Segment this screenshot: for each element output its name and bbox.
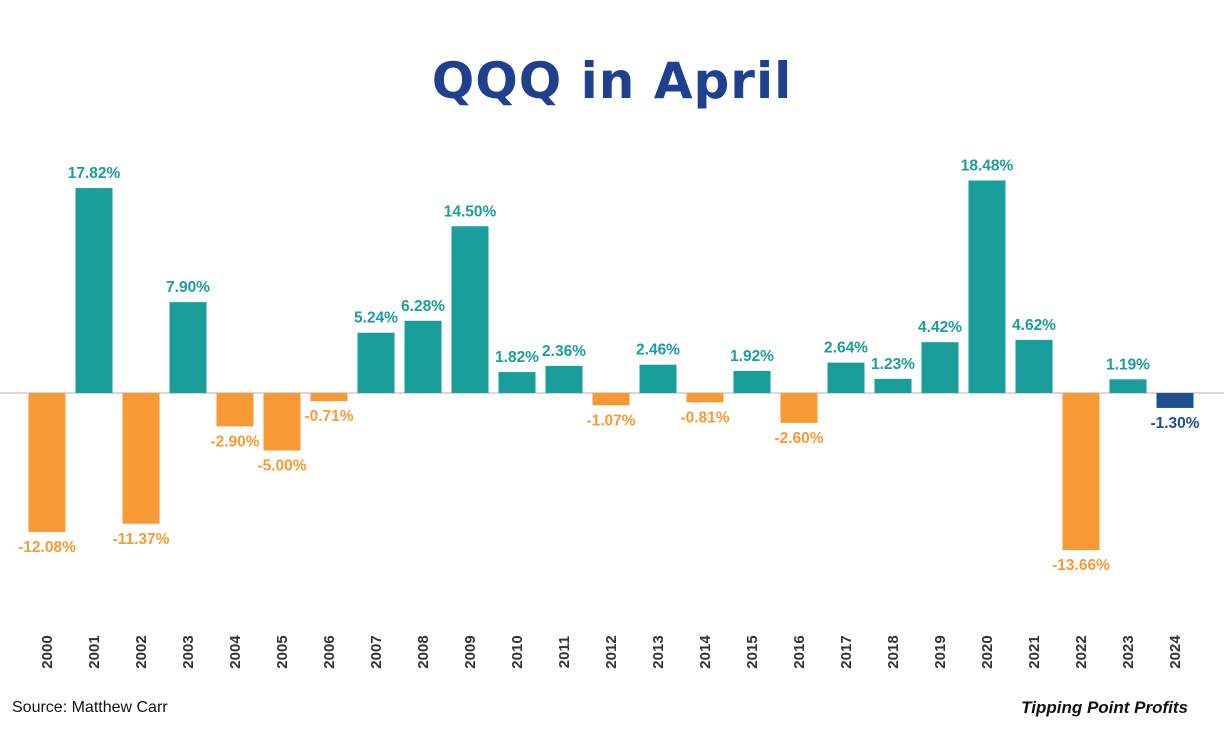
value-label-2019: 4.42% — [918, 319, 962, 336]
year-label-2004: 2004 — [227, 635, 244, 669]
bar-2003 — [169, 302, 207, 393]
year-label-2009: 2009 — [462, 635, 479, 668]
bar-2021 — [1015, 339, 1053, 393]
bar-2002 — [122, 393, 160, 524]
year-label-2005: 2005 — [274, 635, 291, 668]
value-label-2018: 1.23% — [871, 356, 915, 373]
bar-2018 — [874, 378, 912, 393]
year-label-2003: 2003 — [180, 635, 197, 668]
year-label-2016: 2016 — [791, 635, 808, 668]
value-label-2008: 6.28% — [401, 298, 445, 315]
year-label-2000: 2000 — [39, 635, 56, 668]
bar-2014 — [686, 393, 724, 403]
year-label-2012: 2012 — [603, 635, 620, 668]
year-label-2015: 2015 — [744, 635, 761, 668]
bar-2019 — [921, 342, 959, 393]
value-label-2009: 14.50% — [444, 203, 497, 220]
value-label-2006: -0.71% — [304, 408, 353, 425]
year-label-2019: 2019 — [932, 635, 949, 668]
year-label-2020: 2020 — [979, 635, 996, 668]
value-label-2007: 5.24% — [354, 310, 398, 327]
year-label-2007: 2007 — [368, 635, 385, 668]
year-label-2006: 2006 — [321, 635, 338, 668]
bar-2000 — [28, 393, 66, 532]
bar-2017 — [827, 362, 865, 393]
year-label-2002: 2002 — [133, 635, 150, 668]
bar-2016 — [780, 393, 818, 423]
value-label-2001: 17.82% — [68, 165, 121, 182]
value-label-2013: 2.46% — [636, 342, 680, 359]
value-label-2010: 1.82% — [495, 349, 539, 366]
bar-2001 — [75, 188, 113, 393]
bar-2013 — [639, 364, 677, 393]
bars-group — [28, 180, 1194, 551]
year-label-2014: 2014 — [697, 635, 714, 669]
bar-2015 — [733, 370, 771, 393]
year-label-2022: 2022 — [1073, 635, 1090, 668]
value-label-2012: -1.07% — [586, 412, 635, 429]
bar-2010 — [498, 372, 536, 393]
value-labels-group: -12.08% 17.82% -11.37% 7.90% -2.90% -5.00% -0.… — [18, 157, 1200, 574]
value-label-2002: -11.37% — [113, 531, 170, 548]
year-label-2024: 2024 — [1167, 635, 1184, 669]
value-label-2014: -0.81% — [680, 409, 729, 426]
year-label-2018: 2018 — [885, 635, 902, 668]
bar-2022 — [1062, 393, 1100, 551]
year-label-2013: 2013 — [650, 635, 667, 668]
bar-2012 — [592, 393, 630, 406]
value-label-2017: 2.64% — [824, 340, 868, 357]
value-label-2011: 2.36% — [542, 343, 586, 360]
year-label-2008: 2008 — [415, 635, 432, 668]
bar-2007 — [357, 332, 395, 393]
year-label-2001: 2001 — [86, 635, 103, 668]
bar-2023 — [1109, 379, 1147, 393]
source-text: Source: Matthew Carr — [12, 699, 168, 716]
value-label-2005: -5.00% — [257, 458, 306, 475]
bar-2005 — [263, 393, 301, 451]
year-label-2023: 2023 — [1120, 635, 1137, 668]
bar-2006 — [310, 393, 348, 402]
bar-2024 — [1156, 393, 1194, 408]
chart-title: QQQ in April — [432, 52, 793, 110]
bar-2009 — [451, 226, 489, 393]
value-label-2004: -2.90% — [210, 433, 259, 450]
bar-2008 — [404, 320, 442, 393]
bar-2020 — [968, 180, 1006, 393]
year-label-2017: 2017 — [838, 635, 855, 668]
value-label-2000: -12.08% — [18, 539, 76, 556]
value-label-2021: 4.62% — [1012, 317, 1056, 334]
year-label-2011: 2011 — [556, 636, 573, 669]
value-label-2016: -2.60% — [774, 430, 823, 447]
year-label-2021: 2021 — [1026, 635, 1043, 668]
year-labels-group: 2000 2001 2002 2003 2004 2005 2006 2007 2008 2009… — [39, 635, 1184, 669]
year-label-2010: 2010 — [509, 635, 526, 668]
value-label-2022: -13.66% — [1052, 557, 1110, 574]
value-label-2015: 1.92% — [730, 348, 774, 365]
value-label-2020: 18.48% — [961, 157, 1014, 174]
bar-2011 — [545, 365, 583, 393]
brand-text: Tipping Point Profits — [1021, 698, 1188, 717]
value-label-2023: 1.19% — [1106, 356, 1150, 373]
value-label-2024: -1.30% — [1150, 415, 1199, 432]
value-label-2003: 7.90% — [166, 279, 210, 296]
bar-2004 — [216, 393, 254, 427]
